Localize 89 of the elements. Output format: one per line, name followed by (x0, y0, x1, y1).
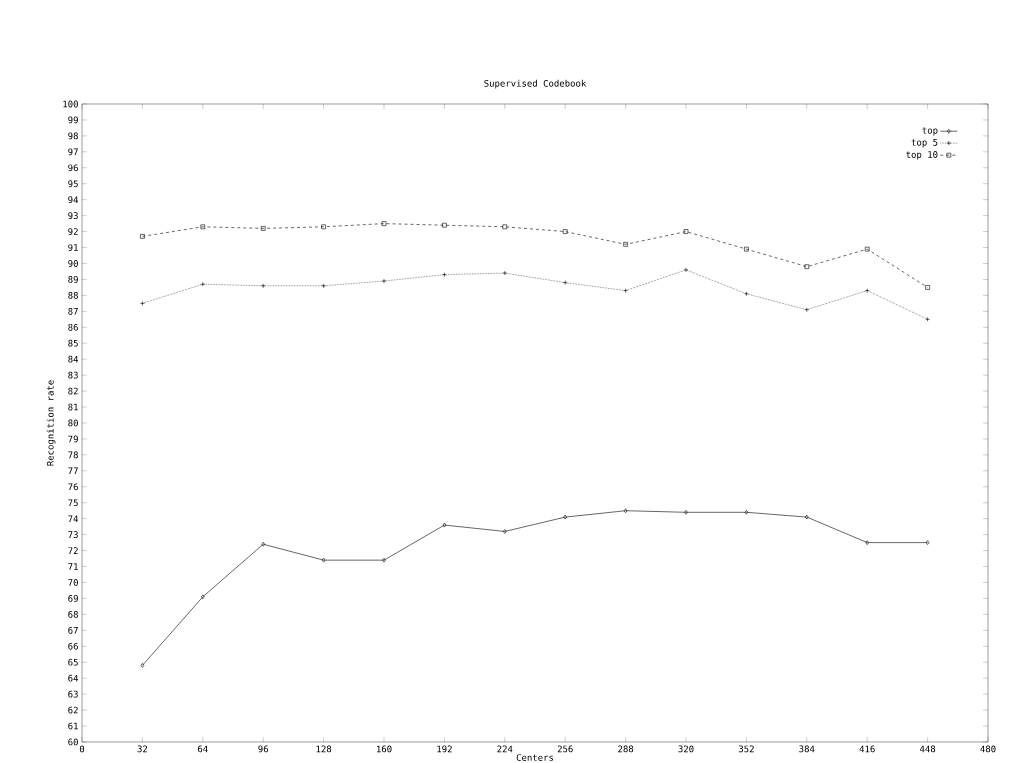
x-tick-label: 32 (137, 745, 148, 753)
x-tick-label: 192 (437, 745, 452, 753)
point (321, 557, 326, 563)
x-tick-label: 448 (919, 745, 936, 753)
y-tick-label: 100 (63, 100, 78, 108)
legend-label: top 10 (906, 151, 938, 160)
point (683, 229, 689, 234)
y-tick-label: 82 (68, 387, 78, 395)
point (201, 594, 205, 600)
point (744, 510, 749, 515)
point (200, 224, 206, 230)
y-tick-label: 91 (68, 244, 78, 251)
legend-label: top (922, 127, 938, 136)
y-tick-label: 77 (68, 467, 78, 475)
y-tick-label: 65 (68, 658, 78, 666)
y-tick-label: 63 (68, 690, 78, 698)
legend-label: top 5 (911, 139, 938, 148)
x-tick-label: 224 (497, 745, 513, 753)
y-tick-label: 71 (68, 563, 78, 570)
x-tick-label: 64 (197, 745, 208, 753)
x-tick-label: 320 (678, 745, 694, 753)
y-tick-label: 81 (68, 403, 78, 411)
y-tick-label: 68 (68, 610, 78, 618)
point (442, 522, 447, 528)
y-tick-label: 69 (68, 595, 78, 602)
x-tick-label: 96 (258, 745, 269, 753)
point (260, 226, 266, 231)
y-tick-label: 73 (68, 531, 78, 539)
y-tick-label: 90 (68, 260, 78, 267)
y-tick-label: 84 (68, 355, 79, 363)
y-tick-label: 75 (68, 499, 78, 507)
y-tick-label: 94 (68, 196, 79, 204)
y-tick-label: 95 (68, 180, 78, 188)
y-tick-label: 99 (68, 116, 78, 124)
x-tick-label: 480 (980, 745, 996, 753)
point (140, 234, 145, 239)
point (804, 264, 810, 269)
y-tick-label: 61 (68, 722, 78, 730)
y-tick-label: 96 (68, 164, 78, 172)
y-tick-label: 60 (68, 738, 78, 746)
y-tick-label: 72 (68, 547, 78, 554)
y-tick-label: 92 (68, 228, 78, 235)
x-tick-label: 0 (79, 745, 85, 753)
point (864, 246, 870, 252)
y-tick-label: 76 (68, 483, 78, 491)
x-tick-label: 352 (738, 745, 754, 753)
x-axis-title: Centers (516, 754, 554, 761)
y-tick-label: 62 (68, 706, 78, 714)
x-tick-label: 256 (557, 745, 573, 753)
y-tick-label: 79 (68, 435, 78, 443)
point (925, 285, 930, 290)
y-axis-title: Recognition rate (46, 380, 56, 466)
point (503, 529, 507, 534)
point (865, 540, 870, 545)
point (563, 514, 568, 520)
y-tick-label: 66 (68, 642, 78, 650)
x-tick-label: 160 (376, 745, 392, 753)
y-tick-label: 74 (68, 515, 79, 522)
y-tick-label: 85 (68, 339, 78, 347)
point (382, 557, 386, 563)
y-tick-label: 88 (68, 291, 78, 299)
point (623, 508, 628, 514)
point (321, 224, 326, 230)
y-tick-label: 80 (68, 419, 78, 427)
x-tick-label: 416 (859, 745, 875, 753)
point (381, 221, 387, 226)
x-tick-label: 384 (799, 745, 815, 753)
x-tick-label: 288 (618, 745, 634, 753)
point (502, 224, 508, 230)
y-tick-label: 97 (68, 148, 78, 156)
y-tick-label: 86 (68, 323, 78, 331)
point (442, 222, 447, 228)
y-tick-label: 83 (68, 371, 78, 379)
y-tick-label: 89 (68, 276, 78, 283)
chart-title: Supervised Codebook (484, 79, 587, 89)
y-tick-label: 67 (68, 626, 78, 634)
point (684, 510, 688, 515)
x-tick-label: 128 (316, 745, 332, 753)
y-tick-label: 87 (68, 307, 78, 315)
y-tick-label: 64 (68, 674, 79, 682)
point (805, 514, 809, 520)
y-tick-label: 98 (68, 132, 78, 140)
point (261, 541, 266, 547)
y-tick-label: 93 (68, 212, 78, 220)
point (744, 246, 749, 252)
y-tick-label: 70 (68, 579, 78, 586)
point (623, 242, 628, 247)
y-tick-label: 78 (68, 451, 78, 459)
point (562, 229, 568, 234)
